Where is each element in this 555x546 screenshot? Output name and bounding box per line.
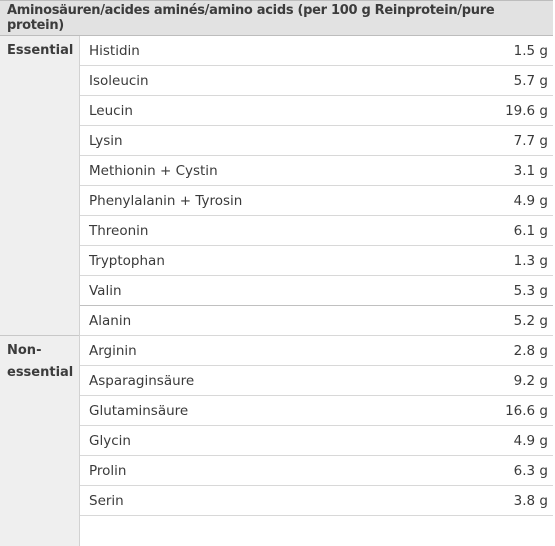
amino-acid-value: 4.9 g [513,192,548,209]
amino-acid-name: Serin [89,492,124,509]
amino-acid-value: 5.2 g [513,312,548,329]
amino-acid-value: 1.5 g [513,42,548,59]
amino-acid-value: 6.1 g [513,222,548,239]
amino-acid-name: Lysin [89,132,123,149]
amino-acid-name: Methionin + Cystin [89,162,218,179]
table-row: Arginin 2.8 g [80,336,553,366]
amino-acid-value: 9.2 g [513,372,548,389]
table-row: Isoleucin 5.7 g [80,66,553,96]
table-row: Leucin 19.6 g [80,96,553,126]
table-row: Alanin 5.2 g [80,306,553,336]
table-body: Essential Non- essential Histidin 1.5 g Is… [0,36,553,546]
amino-acid-value: 6.3 g [513,462,548,479]
group-label-line: Essential [7,43,74,58]
amino-acid-value: 16.6 g [505,402,548,419]
table-header: Aminosäuren/acides aminés/amino acids (p… [0,0,553,36]
amino-acid-name: Prolin [89,462,127,479]
group-label-line: essential [7,365,74,380]
group-label-essential: Essential [0,36,79,336]
amino-acid-value: 5.3 g [513,282,548,299]
amino-acid-value: 19.6 g [505,102,548,119]
amino-acid-value: 7.7 g [513,132,548,149]
amino-acid-value: 2.8 g [513,342,548,359]
table-row: Glutaminsäure 16.6 g [80,396,553,426]
table-row: Methionin + Cystin 3.1 g [80,156,553,186]
amino-acid-value: 5.7 g [513,72,548,89]
table-row: Glycin 4.9 g [80,426,553,456]
table-row: Prolin 6.3 g [80,456,553,486]
amino-acid-value: 3.1 g [513,162,548,179]
table-row: Histidin 1.5 g [80,36,553,66]
table-row: Threonin 6.1 g [80,216,553,246]
table-row: Phenylalanin + Tyrosin 4.9 g [80,186,553,216]
group-label-non-essential: Non- essential [0,336,79,546]
amino-acid-name: Valin [89,282,122,299]
amino-acid-name: Alanin [89,312,132,329]
amino-acid-name: Tryptophan [89,252,165,269]
amino-acid-name: Asparaginsäure [89,372,195,389]
group-label-line: Non- [7,343,42,358]
amino-acid-name: Leucin [89,102,133,119]
amino-acid-name: Threonin [89,222,149,239]
amino-acid-value: 3.8 g [513,492,548,509]
amino-acid-name: Phenylalanin + Tyrosin [89,192,243,209]
table-row: Valin 5.3 g [80,276,553,306]
group-column: Essential Non- essential [0,36,79,546]
amino-acid-name: Arginin [89,342,137,359]
amino-acid-value: 1.3 g [513,252,548,269]
amino-acid-name: Histidin [89,42,140,59]
amino-acid-value: 4.9 g [513,432,548,449]
table-row: Tryptophan 1.3 g [80,246,553,276]
table-row: Asparaginsäure 9.2 g [80,366,553,396]
amino-acid-name: Glutaminsäure [89,402,189,419]
table-row: Serin 3.8 g [80,486,553,516]
amino-acid-name: Isoleucin [89,72,149,89]
table-row: Lysin 7.7 g [80,126,553,156]
amino-acid-name: Glycin [89,432,131,449]
